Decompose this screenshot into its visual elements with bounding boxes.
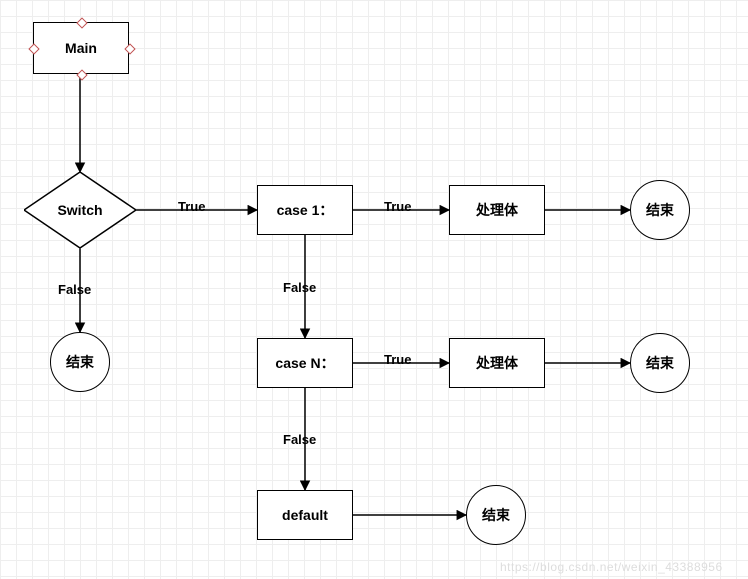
node-end-1[interactable]: 结束 xyxy=(630,180,690,240)
node-switch[interactable]: Switch xyxy=(24,172,136,248)
edge-label-case1-true: True xyxy=(384,199,411,214)
node-procN-label: 处理体 xyxy=(476,353,518,373)
node-main[interactable]: Main xyxy=(33,22,129,74)
node-default[interactable]: default xyxy=(257,490,353,540)
node-caseN-label: case N： xyxy=(275,353,334,373)
flowchart-canvas: Main Switch case 1： case N： default 处理体 … xyxy=(0,0,748,579)
node-switch-label: Switch xyxy=(57,202,102,218)
edge-label-caseN-true: True xyxy=(384,352,411,367)
node-caseN[interactable]: case N： xyxy=(257,338,353,388)
edges-layer xyxy=(0,0,748,579)
node-main-label: Main xyxy=(65,40,97,56)
node-default-label: default xyxy=(282,507,328,523)
node-end-N-label: 结束 xyxy=(646,353,674,373)
node-end-default[interactable]: 结束 xyxy=(466,485,526,545)
node-proc1-label: 处理体 xyxy=(476,200,518,220)
edge-label-case1-false: False xyxy=(283,280,316,295)
edge-label-switch-true: True xyxy=(178,199,205,214)
node-end-default-label: 结束 xyxy=(482,505,510,525)
node-case1-label: case 1： xyxy=(277,200,334,220)
node-end-1-label: 结束 xyxy=(646,200,674,220)
node-end-false-label: 结束 xyxy=(66,352,94,372)
node-case1[interactable]: case 1： xyxy=(257,185,353,235)
node-procN[interactable]: 处理体 xyxy=(449,338,545,388)
edge-label-switch-false: False xyxy=(58,282,91,297)
node-end-N[interactable]: 结束 xyxy=(630,333,690,393)
node-proc1[interactable]: 处理体 xyxy=(449,185,545,235)
node-end-false[interactable]: 结束 xyxy=(50,332,110,392)
edge-label-caseN-false: False xyxy=(283,432,316,447)
watermark-text: https://blog.csdn.net/weixin_43388956 xyxy=(500,560,723,574)
